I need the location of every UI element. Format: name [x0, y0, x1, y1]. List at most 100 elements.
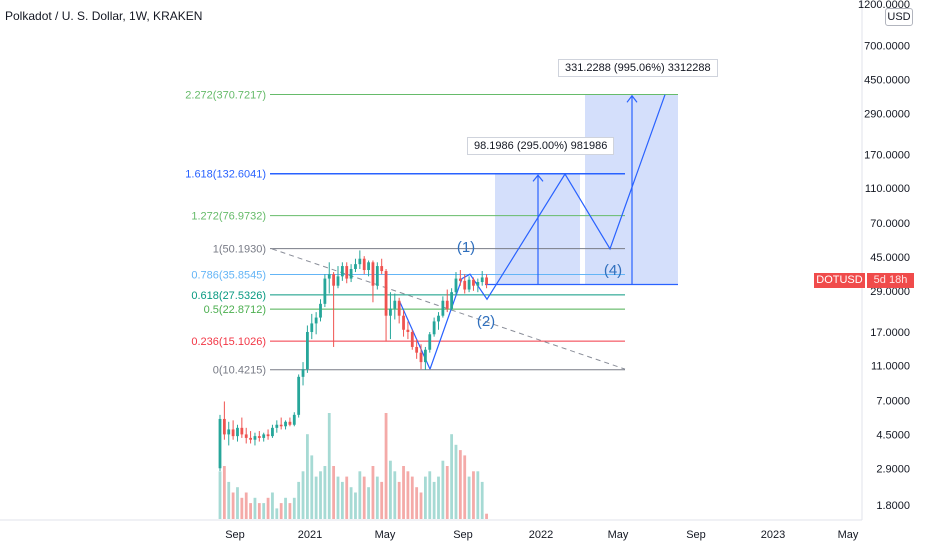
candle-body	[231, 429, 235, 437]
x-tick-label: Sep	[225, 529, 245, 541]
volume-bar	[336, 476, 340, 519]
candle-body	[323, 278, 327, 304]
candle-body	[480, 277, 484, 283]
volume-bar	[402, 466, 405, 519]
volume-bar	[445, 466, 449, 519]
candle-body	[266, 434, 270, 437]
candle-body	[262, 434, 266, 438]
candle-body	[371, 262, 375, 286]
candle-body	[428, 334, 432, 350]
volume-bar	[306, 434, 309, 519]
candle-body	[406, 329, 410, 332]
candle-body	[314, 317, 318, 324]
volume-bar	[428, 471, 432, 519]
currency-badge[interactable]: USD	[885, 8, 913, 26]
volume-bar	[332, 466, 336, 519]
fib-level-label: 1(50.1930)	[213, 244, 266, 256]
candle-body	[402, 315, 405, 330]
candle-body	[288, 421, 292, 425]
volume-bar	[415, 487, 419, 519]
y-tick-label: 450.0000	[864, 75, 910, 87]
projection-label-2[interactable]: 331.2288 (995.06%) 3312288	[558, 59, 718, 77]
y-tick-label: 1200.0000	[858, 0, 910, 11]
fib-level-label: 0.786(35.8545)	[191, 269, 266, 281]
trend-line	[271, 248, 626, 370]
volume-bar	[389, 460, 392, 519]
volume-bar	[423, 476, 427, 519]
volume-bar	[476, 471, 480, 519]
chart-title: Polkadot / U. S. Dollar, 1W, KRAKEN	[5, 9, 203, 23]
candle-body	[415, 346, 419, 353]
wave-path	[429, 94, 666, 370]
volume-bar	[284, 497, 287, 519]
volume-bar	[467, 476, 471, 519]
candle-body	[327, 274, 331, 279]
volume-bar	[480, 481, 484, 519]
volume-bars	[218, 413, 488, 519]
candle-body	[227, 429, 231, 435]
y-tick-label: 170.0000	[864, 150, 910, 162]
volume-bar	[275, 508, 279, 519]
candle-body	[441, 300, 445, 316]
candle-body	[419, 352, 423, 363]
volume-bar	[244, 492, 248, 519]
candle-body	[437, 315, 440, 322]
fib-level-label: 0.236(15.1026)	[191, 336, 266, 348]
candle-body	[476, 282, 480, 286]
candle-body	[375, 266, 379, 286]
volume-bar	[249, 503, 252, 519]
drawings-layer: 2.272(370.7217) 1.618(132.6041) 1.272(76.9…	[185, 90, 678, 377]
x-tick-label: May	[838, 529, 859, 541]
candle-body	[218, 418, 222, 469]
volume-bar	[472, 471, 475, 519]
candle-body	[445, 300, 449, 309]
candle-body	[349, 269, 353, 279]
y-tick-label: 1.8000	[876, 500, 910, 512]
price-axis: 1200.0000 700.0000 450.0000 290.0000 170.000…	[858, 0, 910, 520]
candle-body	[340, 266, 344, 277]
y-tick-label: 110.0000	[865, 183, 910, 195]
y-tick-label: 17.0000	[870, 327, 910, 339]
fib-level-label: 0.5(22.8712)	[204, 304, 266, 316]
candle-body	[336, 276, 340, 286]
volume-bar	[310, 455, 314, 519]
candle-body	[332, 274, 336, 286]
volume-bar	[485, 513, 488, 519]
candle-body	[397, 300, 401, 316]
x-tick-label: May	[608, 529, 629, 541]
fib-level-label: 1.618(132.6041)	[185, 169, 266, 181]
candle-body	[367, 262, 370, 271]
candle-body	[236, 427, 239, 437]
time-axis: Sep 2021 May Sep 2022 May Sep 2023 May	[0, 519, 862, 541]
volume-bar	[222, 466, 226, 519]
volume-bar	[262, 503, 266, 519]
volume-bar	[463, 455, 467, 519]
volume-bar	[345, 476, 349, 519]
candle-body	[244, 434, 248, 438]
volume-bar	[271, 492, 274, 519]
volume-bar	[358, 471, 362, 519]
volume-bar	[240, 497, 244, 519]
projection-arrowhead-1	[532, 174, 544, 182]
y-tick-label: 29.0000	[870, 286, 910, 298]
x-tick-label: 2023	[761, 529, 785, 541]
volume-bar	[367, 487, 370, 519]
projection-label-1[interactable]: 98.1986 (295.00%) 981986	[467, 137, 615, 155]
candle-body	[393, 300, 397, 309]
volume-bar	[362, 476, 366, 519]
volume-bar	[314, 476, 318, 519]
candle-body	[362, 258, 366, 271]
candle-body	[380, 266, 384, 272]
volume-bar	[397, 481, 401, 519]
candle-body	[310, 323, 314, 332]
volume-bar	[406, 471, 410, 519]
y-tick-label: 7.0000	[876, 395, 910, 407]
volume-bar	[301, 471, 305, 519]
x-tick-label: Sep	[453, 529, 473, 541]
candle-body	[450, 292, 454, 309]
x-tick-label: 2022	[529, 529, 553, 541]
candle-body	[472, 279, 475, 286]
bar-countdown-tag: 5d 18h	[867, 273, 914, 288]
volume-bar	[319, 471, 322, 519]
